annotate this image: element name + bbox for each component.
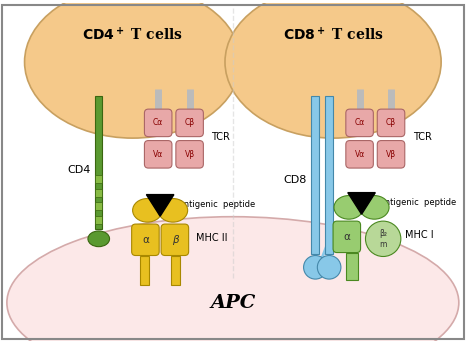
Bar <box>325 96 333 254</box>
FancyBboxPatch shape <box>161 224 189 256</box>
Ellipse shape <box>360 196 389 219</box>
FancyBboxPatch shape <box>176 109 203 137</box>
Text: α: α <box>343 232 350 242</box>
Bar <box>95 216 102 224</box>
Circle shape <box>365 221 401 257</box>
Ellipse shape <box>25 0 241 138</box>
Ellipse shape <box>303 256 327 279</box>
Bar <box>95 96 102 229</box>
Text: Cβ: Cβ <box>184 118 195 127</box>
Ellipse shape <box>7 217 459 344</box>
Bar <box>95 175 102 183</box>
Text: Vα: Vα <box>355 150 365 159</box>
Text: Vβ: Vβ <box>386 150 396 159</box>
Bar <box>95 203 102 210</box>
Polygon shape <box>146 195 174 216</box>
FancyBboxPatch shape <box>132 224 159 256</box>
Bar <box>95 189 102 196</box>
Text: Cβ: Cβ <box>386 118 396 127</box>
Text: Cα: Cα <box>355 118 365 127</box>
Bar <box>311 96 319 254</box>
Text: Antigenic  peptide: Antigenic peptide <box>379 198 456 207</box>
Ellipse shape <box>133 198 162 222</box>
Text: TCR: TCR <box>413 132 431 142</box>
Text: α: α <box>142 235 149 245</box>
Text: CD4: CD4 <box>67 165 91 175</box>
Polygon shape <box>348 193 375 214</box>
Text: Cα: Cα <box>153 118 164 127</box>
FancyBboxPatch shape <box>145 109 172 137</box>
Ellipse shape <box>158 198 188 222</box>
Ellipse shape <box>88 231 109 247</box>
FancyBboxPatch shape <box>176 141 203 168</box>
Text: β: β <box>172 235 178 245</box>
Ellipse shape <box>225 0 441 138</box>
Ellipse shape <box>334 196 364 219</box>
Text: TCR: TCR <box>211 132 230 142</box>
Bar <box>171 256 180 285</box>
FancyBboxPatch shape <box>346 109 374 137</box>
Text: APC: APC <box>210 294 255 312</box>
Ellipse shape <box>317 256 341 279</box>
FancyBboxPatch shape <box>333 221 361 252</box>
Text: $\mathbf{CD8^+}$ T cells: $\mathbf{CD8^+}$ T cells <box>283 26 383 43</box>
FancyBboxPatch shape <box>377 141 405 168</box>
Text: CD8: CD8 <box>283 175 307 185</box>
FancyBboxPatch shape <box>145 141 172 168</box>
FancyBboxPatch shape <box>346 141 374 168</box>
Text: MHC I: MHC I <box>405 230 433 240</box>
Text: Antigenic  peptide: Antigenic peptide <box>178 200 255 209</box>
Text: MHC II: MHC II <box>195 233 227 243</box>
Text: $\mathbf{CD4^+}$ T cells: $\mathbf{CD4^+}$ T cells <box>82 26 183 43</box>
FancyBboxPatch shape <box>377 109 405 137</box>
Text: Vα: Vα <box>153 150 164 159</box>
Text: Vβ: Vβ <box>184 150 195 159</box>
Bar <box>346 252 357 280</box>
Text: β₂
m: β₂ m <box>379 229 387 248</box>
Bar <box>140 256 149 285</box>
